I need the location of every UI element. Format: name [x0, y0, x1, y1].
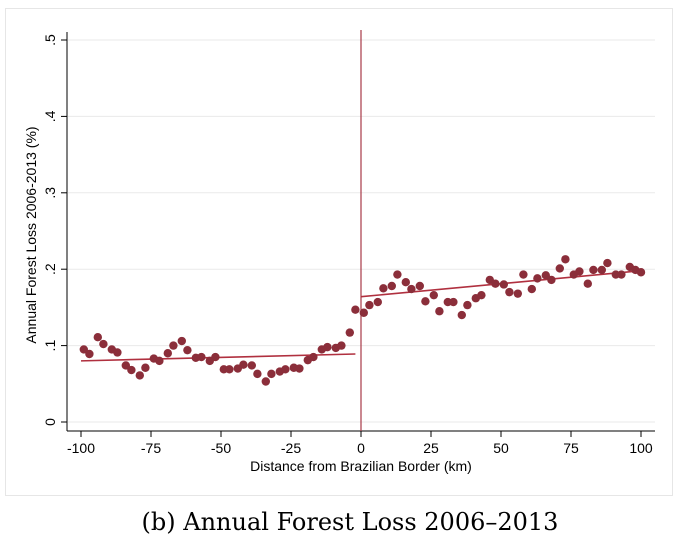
data-point — [337, 341, 346, 350]
data-point — [603, 258, 612, 268]
y-tick-label: .3 — [42, 187, 58, 199]
data-point — [435, 307, 444, 316]
data-point — [449, 297, 458, 307]
data-point — [141, 363, 150, 372]
data-point — [457, 310, 466, 320]
data-point — [163, 349, 172, 358]
x-ticks: -100 -75 -50 -25 0 25 50 75 100 — [67, 431, 653, 456]
data-point — [477, 290, 486, 300]
y-axis-label: Annual Forest Loss 2006-2013 (%) — [23, 126, 39, 343]
data-point — [379, 284, 388, 293]
data-point — [393, 270, 402, 279]
data-point — [617, 270, 626, 279]
data-point — [267, 369, 276, 379]
chart-frame — [5, 8, 673, 496]
data-point — [373, 297, 382, 307]
x-tick-label: -50 — [211, 440, 231, 456]
data-point — [211, 352, 220, 362]
data-point — [519, 270, 528, 279]
data-point — [533, 274, 542, 283]
data-point — [169, 341, 178, 350]
data-point — [85, 349, 94, 359]
data-point — [401, 277, 410, 287]
x-tick-label: 100 — [629, 440, 653, 456]
x-tick-label: 25 — [423, 440, 439, 456]
data-point — [561, 255, 570, 264]
data-point — [183, 345, 192, 355]
data-point — [155, 356, 164, 366]
y-tick-label: .2 — [42, 263, 58, 275]
y-tick-label: .5 — [42, 34, 58, 46]
data-point — [463, 300, 472, 310]
data-point — [127, 365, 136, 375]
y-ticks: 0 .1 .2 .3 .4 .5 — [42, 34, 67, 426]
data-point — [547, 275, 556, 285]
scatter-plot: 0 .1 .2 .3 .4 .5 -100 -75 -50 -25 0 25 50 75 100 Dist… — [23, 30, 655, 474]
data-point — [247, 361, 256, 370]
x-tick-label: -75 — [141, 440, 161, 456]
data-point — [597, 265, 606, 275]
data-point — [295, 364, 304, 373]
data-point — [261, 377, 270, 386]
x-tick-label: 0 — [357, 440, 365, 456]
data-point — [93, 332, 103, 342]
data-point — [387, 281, 396, 291]
data-point — [253, 369, 262, 379]
data-point — [505, 287, 514, 297]
data-point — [575, 267, 584, 276]
data-point — [429, 290, 438, 300]
data-point — [99, 339, 108, 349]
y-tick-label: .4 — [42, 110, 58, 122]
x-tick-label: 75 — [563, 440, 579, 456]
data-point — [345, 328, 354, 337]
data-point — [121, 361, 130, 370]
data-point — [636, 268, 646, 277]
data-point — [513, 289, 522, 298]
data-point — [177, 336, 186, 346]
data-point — [491, 279, 500, 288]
data-point — [359, 308, 368, 317]
data-point — [527, 284, 536, 294]
data-point — [323, 342, 332, 352]
data-point — [407, 284, 416, 294]
data-point — [239, 360, 248, 369]
y-tick-label: 0 — [42, 418, 58, 426]
y-tick-label: .1 — [42, 340, 58, 352]
data-point — [281, 365, 290, 374]
data-point — [135, 371, 144, 380]
x-tick-label: -25 — [281, 440, 301, 456]
data-points — [79, 255, 646, 386]
data-point — [499, 280, 508, 289]
data-point — [583, 279, 592, 288]
data-point — [555, 264, 564, 273]
data-point — [309, 352, 318, 362]
data-point — [421, 297, 430, 306]
x-tick-label: 50 — [493, 440, 509, 456]
x-tick-label: -100 — [67, 440, 95, 456]
data-point — [113, 348, 122, 357]
data-point — [197, 352, 206, 362]
data-point — [415, 281, 424, 291]
data-point — [541, 271, 550, 280]
data-point — [365, 300, 374, 310]
figure-caption: (b) Annual Forest Loss 2006–2013 — [141, 508, 559, 536]
data-point — [225, 365, 234, 374]
data-point — [589, 265, 598, 275]
data-point — [351, 305, 360, 314]
x-axis-label: Distance from Brazilian Border (km) — [250, 458, 472, 474]
data-point — [79, 345, 89, 354]
